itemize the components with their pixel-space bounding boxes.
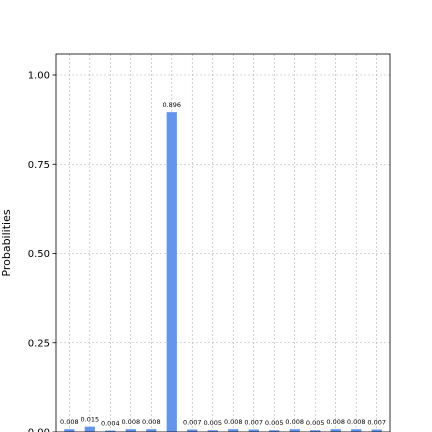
y-tick-label: 1.00: [28, 71, 50, 82]
data-label-0000: 0.008: [60, 418, 79, 426]
data-label-0101: 0.896: [162, 101, 181, 109]
bars: [64, 112, 382, 432]
y-tick-label: 0.50: [28, 249, 50, 260]
data-label-1000: 0.008: [224, 418, 243, 426]
data-label-1111: 0.007: [367, 419, 386, 427]
data-label-1011: 0.008: [285, 418, 304, 426]
data-label-0001: 0.015: [81, 416, 100, 424]
plot-frame: [56, 54, 390, 432]
data-label-1001: 0.007: [244, 419, 263, 427]
data-label-1010: 0.005: [265, 419, 284, 427]
bar-0001: [85, 427, 95, 432]
y-axis-label: Probabilities: [0, 209, 13, 276]
y-tick-label: 0.75: [28, 160, 50, 171]
data-label-0111: 0.005: [203, 419, 222, 427]
data-label-0011: 0.008: [121, 418, 140, 426]
y-axis: 0.00 0.25 0.50 0.75 1.00: [28, 71, 56, 432]
y-tick-label: 0.00: [28, 428, 50, 432]
data-label-1101: 0.008: [326, 418, 345, 426]
y-tick-label: 0.25: [28, 338, 50, 349]
data-label-0100: 0.008: [142, 418, 161, 426]
data-label-1110: 0.008: [347, 418, 366, 426]
data-label-0110: 0.007: [183, 419, 202, 427]
bar-0101: [167, 112, 177, 432]
grid-lines: [56, 54, 390, 432]
data-label-1100: 0.005: [306, 419, 325, 427]
data-label-0010: 0.004: [101, 420, 120, 428]
